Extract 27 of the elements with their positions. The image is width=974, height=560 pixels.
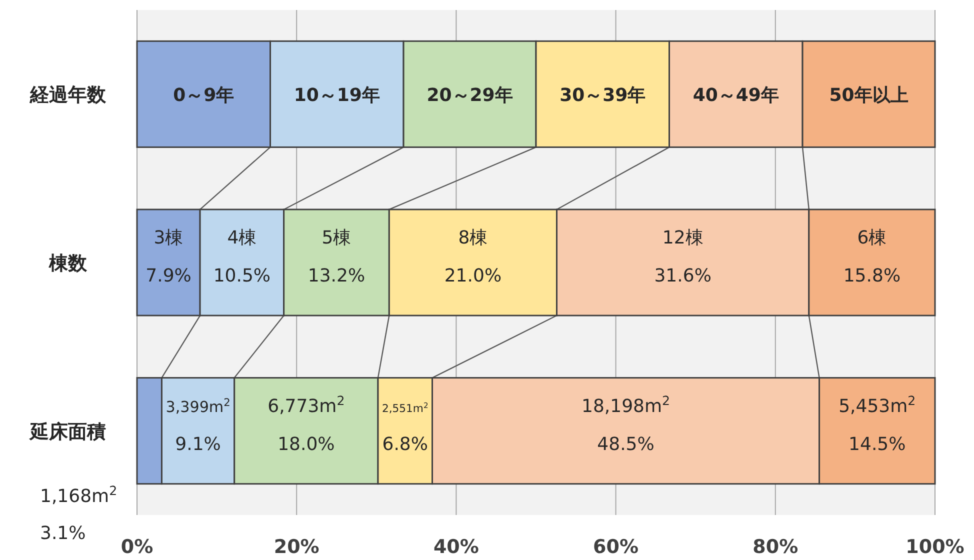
data-label: 5棟 13.2% bbox=[308, 228, 366, 286]
series-label: 30～39年 bbox=[560, 85, 646, 106]
data-label: 3棟 7.9% bbox=[146, 228, 192, 286]
x-tick-label: 80% bbox=[752, 536, 798, 558]
series-label: 40～49年 bbox=[692, 85, 779, 106]
data-label: 6棟 15.8% bbox=[843, 228, 901, 286]
text: 2,551m$^{2}$ 6.8% bbox=[382, 400, 428, 455]
series-label: 20～29年 bbox=[426, 85, 513, 106]
y-tick-label: 経過年数 bbox=[29, 84, 107, 106]
data-label: 8棟 21.0% bbox=[444, 228, 502, 286]
x-tick-label: 20% bbox=[274, 536, 320, 558]
text: 3,399m$^{2}$ 9.1% bbox=[166, 396, 230, 455]
y-tick-label: 延床面積 bbox=[28, 420, 106, 443]
data-label: 4棟 10.5% bbox=[213, 228, 271, 286]
y-tick-label: 棟数 bbox=[48, 252, 88, 274]
x-tick-label: 40% bbox=[433, 536, 479, 558]
series-label: 0～9年 bbox=[173, 85, 234, 106]
x-tick-label: 100% bbox=[906, 536, 964, 558]
x-tick-label: 60% bbox=[593, 536, 639, 558]
series-label: 10～19年 bbox=[294, 85, 380, 106]
x-tick-label: 0% bbox=[120, 536, 154, 558]
series-label: 50年以上 bbox=[829, 85, 908, 106]
data-label: 12棟 31.6% bbox=[654, 228, 712, 286]
text: 5,453m$^{2}$ 14.5% bbox=[838, 392, 916, 455]
text: 18,198m$^{2}$ 48.5% bbox=[582, 392, 670, 455]
text: 1,168m$^{2}$ 3.1% bbox=[40, 482, 118, 544]
text: 6,773m$^{2}$ 18.0% bbox=[268, 392, 345, 455]
